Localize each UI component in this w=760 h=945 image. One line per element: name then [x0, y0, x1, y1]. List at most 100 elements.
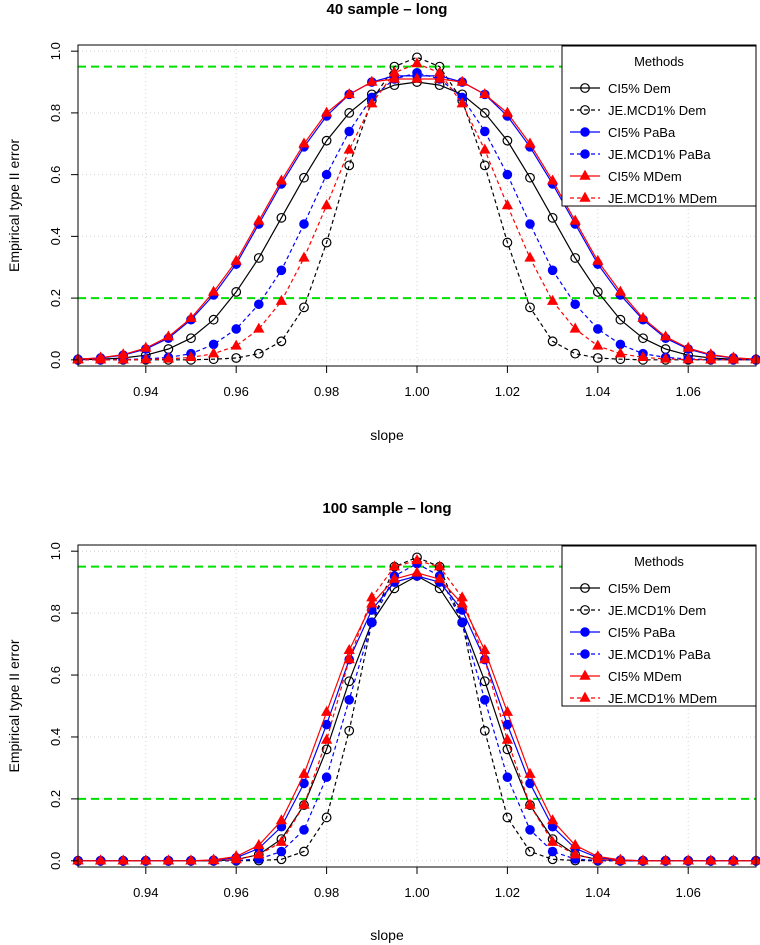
y-tick-label: 0.2 [48, 790, 63, 808]
legend-marker [579, 669, 591, 680]
y-tick-label: 0.0 [48, 852, 63, 870]
data-point [117, 353, 129, 364]
data-point [162, 352, 175, 363]
data-point [615, 314, 626, 325]
data-point [253, 322, 265, 333]
data-point [231, 287, 242, 297]
data-point [433, 572, 446, 583]
x-tick-label: 0.96 [224, 885, 249, 900]
data-point [162, 330, 175, 341]
x-tick-label: 1.02 [495, 384, 520, 399]
data-point [275, 294, 288, 305]
legend-marker [580, 605, 590, 615]
data-point [659, 330, 672, 341]
data-point [727, 854, 740, 865]
x-axis-label: slope [370, 427, 404, 443]
legend: Methods CI5% Dem JE.MCD1% Dem CI5% PaBa JE.M… [561, 545, 757, 707]
legend-label: JE.MCD1% PaBa [608, 647, 711, 662]
legend-label: JE.MCD1% PaBa [608, 147, 711, 162]
legend-label: CI5% MDem [608, 169, 682, 184]
data-point [479, 653, 491, 664]
data-point [682, 353, 694, 364]
data-point [276, 265, 287, 276]
data-point [502, 772, 513, 783]
data-point [275, 174, 288, 185]
data-point [501, 199, 514, 210]
y-tick-label: 0.8 [48, 104, 63, 122]
chart-title: 40 sample – long [327, 1, 448, 18]
data-point [547, 846, 558, 857]
data-point [185, 854, 197, 865]
data-point [388, 66, 401, 77]
data-point [388, 560, 401, 571]
legend-marker [580, 649, 590, 659]
data-point [525, 825, 535, 835]
data-point [276, 336, 287, 347]
data-point [480, 695, 490, 705]
data-point [230, 339, 242, 350]
y-tick-label: 0.4 [48, 227, 63, 245]
data-point [320, 705, 333, 716]
data-point [253, 253, 264, 263]
data-point [253, 848, 265, 859]
data-point [525, 846, 535, 857]
legend-marker [580, 127, 590, 137]
data-point [637, 311, 649, 322]
legend-marker [579, 169, 591, 180]
data-point [207, 854, 220, 865]
legend-marker [580, 583, 590, 593]
data-point [231, 353, 242, 363]
data-point [388, 572, 401, 583]
data-point [501, 705, 514, 716]
chart-title: 100 sample – long [322, 500, 451, 517]
data-point [569, 848, 581, 859]
x-tick-label: 0.94 [133, 885, 158, 900]
legend-title: Methods [634, 54, 684, 69]
legend-marker [580, 627, 590, 637]
data-point [570, 348, 581, 359]
data-point [433, 72, 446, 83]
data-point [230, 853, 242, 864]
data-point [569, 214, 581, 225]
y-tick-label: 0.2 [48, 289, 63, 307]
data-point [457, 617, 468, 628]
data-point [502, 812, 513, 823]
data-point [276, 212, 287, 223]
data-point [298, 137, 310, 148]
data-point [502, 169, 513, 180]
data-point [344, 126, 355, 137]
legend-box [561, 545, 757, 707]
data-point [593, 324, 603, 334]
data-point [321, 812, 332, 823]
data-point [185, 351, 197, 362]
data-point [253, 299, 264, 310]
data-point [162, 854, 175, 865]
data-point [592, 287, 603, 297]
data-point [705, 854, 717, 865]
legend-label: CI5% Dem [608, 581, 671, 596]
legend-label: CI5% PaBa [608, 625, 676, 640]
data-point [275, 835, 288, 846]
x-tick-label: 1.06 [676, 384, 701, 399]
legend: Methods CI5% Dem JE.MCD1% Dem CI5% PaBa JE.M… [561, 45, 757, 207]
data-point [275, 814, 288, 825]
legend-box [561, 45, 757, 207]
data-point [525, 219, 535, 229]
data-point [433, 66, 446, 77]
data-point [140, 341, 152, 352]
data-point [659, 854, 672, 865]
data-point [480, 126, 490, 137]
data-point [344, 725, 355, 736]
legend-marker [580, 83, 590, 93]
data-point [321, 169, 332, 180]
data-point [230, 254, 242, 265]
data-point [501, 106, 514, 117]
data-point [546, 294, 559, 305]
data-point [479, 676, 490, 687]
legend-marker [579, 691, 591, 702]
data-point [502, 744, 513, 755]
data-point [343, 88, 355, 99]
data-point [433, 560, 446, 571]
data-point [411, 566, 423, 577]
data-point [456, 75, 468, 86]
